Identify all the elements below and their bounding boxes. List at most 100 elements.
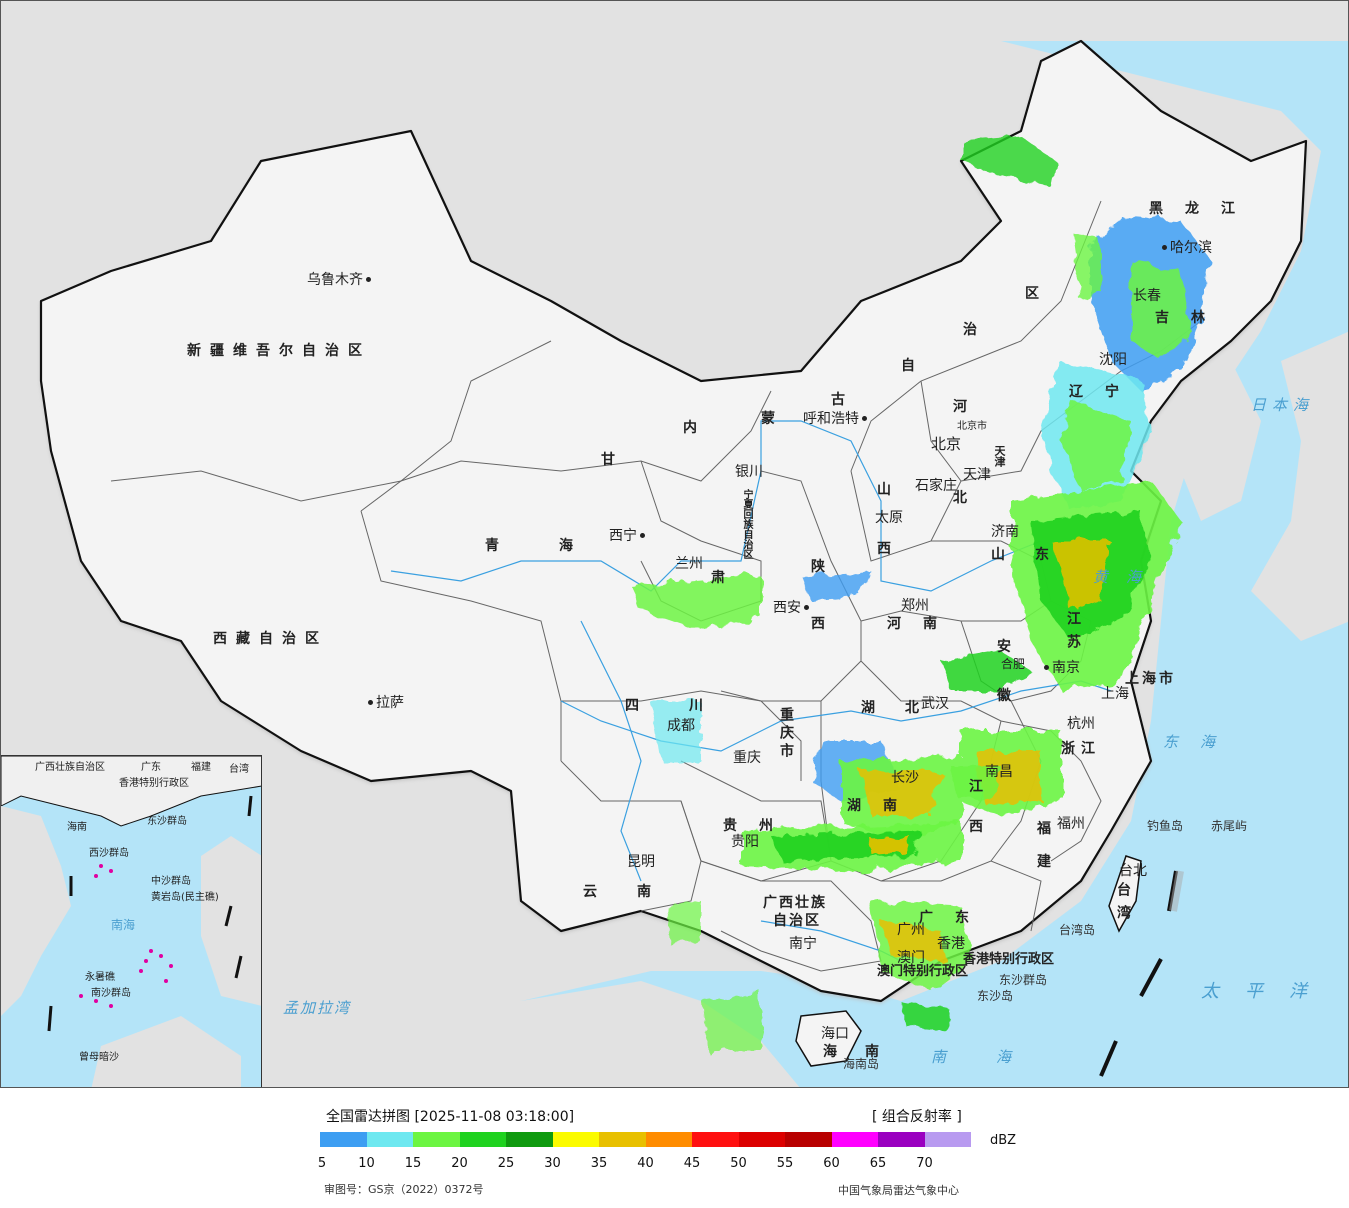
approval-number: 审图号：GS京（2022）0372号 <box>324 1183 484 1196</box>
sea-yellow: 黄海 <box>1093 568 1160 586</box>
city-tianjin: 天津 <box>963 467 991 483</box>
label-shaanxi-2: 西 <box>811 616 834 632</box>
scale-swatch <box>552 1132 599 1147</box>
label-zhejiang: 浙江 <box>1061 741 1101 757</box>
label-sichuan: 四川 <box>625 698 753 714</box>
label-guangxi-1: 广西壮族 <box>763 895 827 911</box>
radar-map: 广西壮族自治区 广东 福建 台湾 香港特别行政区 东沙群岛 海南 西沙群岛 中沙… <box>0 0 1349 1088</box>
island-chiwei: 赤尾屿 <box>1211 819 1248 833</box>
label-liaoning: 辽宁 <box>1069 384 1141 400</box>
city-hangzhou: 杭州 <box>1067 716 1095 732</box>
label-macau-sar: 澳门特别行政区 <box>877 964 969 979</box>
label-jilin: 吉林 <box>1155 310 1227 326</box>
inset-yongshu: 永暑礁 <box>85 972 115 983</box>
inset-islands <box>79 864 173 1008</box>
inset-zhongsha: 中沙群岛 <box>151 876 191 887</box>
label-jiangxi-2: 西 <box>969 819 992 835</box>
scale-swatch <box>831 1132 878 1147</box>
inset-land-top <box>1 756 261 827</box>
inset-xisha: 西沙群岛 <box>89 848 129 859</box>
island-hainan: 海南岛 <box>843 1057 880 1071</box>
label-beijing-city: 北京 <box>931 435 962 453</box>
label-hebei-1: 河 <box>953 399 976 415</box>
city-urumqi: 乌鲁木齐 <box>307 269 374 289</box>
scale-tick-label: 15 <box>404 1156 422 1171</box>
scale-swatch <box>785 1132 832 1147</box>
island-dongsha: 东沙岛 <box>977 989 1014 1003</box>
inset-huangyan: 黄岩岛(民主礁) <box>151 892 219 903</box>
radar-echoes <box>631 136 1211 1051</box>
label-shandong-1: 山 <box>991 547 1014 563</box>
city-jinan: 济南 <box>991 524 1019 540</box>
label-anhui-1: 安 <box>997 639 1020 655</box>
city-shanghai: 上海 <box>1101 686 1129 702</box>
label-gansu: 甘 <box>601 452 624 468</box>
sea-south: 南海 <box>931 1048 1062 1066</box>
korea-japan-land <box>1171 361 1261 521</box>
label-xinjiang: 新疆维吾尔自治区 <box>187 343 371 359</box>
sea-pacific: 太平洋 <box>1201 981 1333 1002</box>
city-nanchang: 南昌 <box>985 764 1013 780</box>
inset-philippines <box>201 836 261 1006</box>
city-harbin: 哈尔滨 <box>1159 237 1212 257</box>
legend-product: [ 组合反射率 ] <box>872 1109 962 1125</box>
city-nanjing: 南京 <box>1041 657 1080 677</box>
southeast-asia-land <box>231 871 800 1087</box>
label-nmg-5: 治 <box>963 322 986 338</box>
label-anhui-2: 徽 <box>997 688 1020 704</box>
scale-swatch <box>506 1132 553 1147</box>
inset-vietnam <box>1 806 71 1016</box>
label-nmg-3: 古 <box>831 392 854 408</box>
label-hongkong-sar: 香港特别行政区 <box>963 952 1055 967</box>
city-guiyang: 贵阳 <box>731 834 759 850</box>
label-xizang: 西藏自治区 <box>213 631 328 647</box>
label-nmg-1: 内 <box>683 420 706 436</box>
city-wuhan: 武汉 <box>921 696 949 712</box>
scale-swatch <box>878 1132 925 1147</box>
label-hainan-2: 南 <box>865 1044 888 1060</box>
city-taiyuan: 太原 <box>875 510 903 526</box>
city-lhasa: 拉萨 <box>365 692 404 712</box>
city-hohhot: 呼和浩特 <box>803 408 870 428</box>
inset-fujian: 福建 <box>191 762 211 773</box>
label-tianjin-region: 天津 <box>993 445 1006 467</box>
scale-swatch <box>459 1132 506 1147</box>
label-guizhou: 贵州 <box>723 818 795 834</box>
label-nmg-4: 自 <box>901 358 924 374</box>
label-ningxia: 宁夏回族自治区 <box>741 489 752 559</box>
scale-tick-label: 30 <box>544 1156 561 1171</box>
label-chongqing: 重庆市 <box>778 707 794 761</box>
dash-halos <box>1169 870 1184 912</box>
rivers <box>390 420 1112 962</box>
sea-japan: 日本海 <box>1251 396 1315 414</box>
city-chongqing: 重庆 <box>733 750 761 766</box>
scale-tick-label: 35 <box>590 1156 608 1171</box>
city-zhengzhou: 郑州 <box>901 598 929 614</box>
label-shanxi-2: 西 <box>877 541 900 557</box>
label-gansu2: 肃 <box>711 570 734 586</box>
inset-dongsha: 东沙群岛 <box>147 816 187 827</box>
map-svg <box>1 1 1348 1087</box>
scale-tick-label: 60 <box>823 1156 840 1171</box>
legend-title: 全国雷达拼图 [2025-11-08 03:18:00] <box>326 1109 575 1125</box>
scale-tick-label: 55 <box>776 1156 794 1171</box>
scale-swatch <box>320 1132 367 1147</box>
label-taiwan: 台湾 <box>1115 882 1131 928</box>
inset-zengmu: 曾母暗沙 <box>79 1052 119 1063</box>
japan-land <box>1251 331 1348 641</box>
scale-swatch <box>645 1132 692 1147</box>
label-guangxi-2: 自治区 <box>773 913 821 929</box>
city-beijing-small: 北京市 <box>957 421 987 432</box>
scale-tick-label: 5 <box>317 1156 327 1171</box>
city-macau: 澳门 <box>897 950 925 966</box>
label-jiangxi-1: 江 <box>969 779 992 795</box>
hainan-island <box>795 1010 862 1067</box>
city-shenyang: 沈阳 <box>1099 352 1127 368</box>
city-changsha: 长沙 <box>891 770 919 786</box>
label-hainan-1: 海 <box>823 1044 846 1060</box>
legend-unit: dBZ <box>990 1133 1017 1148</box>
label-hubei: 湖北 <box>861 700 949 716</box>
label-nmg-2: 蒙 <box>761 411 784 427</box>
legend-panel <box>0 1088 1349 1208</box>
scale-swatch <box>366 1132 413 1147</box>
